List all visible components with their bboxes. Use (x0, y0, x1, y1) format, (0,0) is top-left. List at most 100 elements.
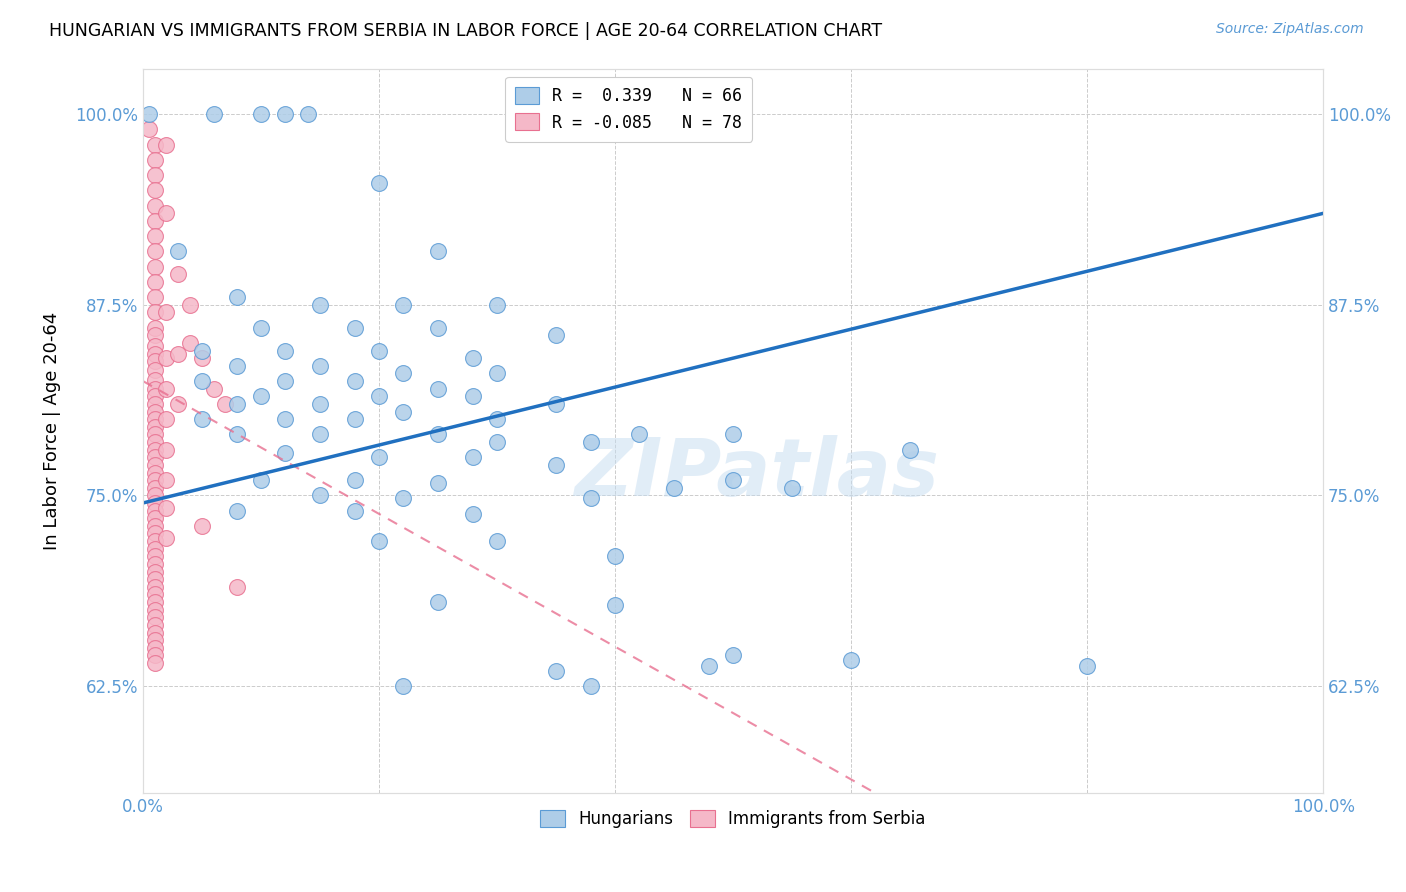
Point (581, 491, 603, 506)
Point (167, 244, 190, 259)
Point (143, 618, 166, 632)
Point (226, 359, 249, 373)
Point (839, 653, 862, 667)
Point (368, 534, 391, 549)
Point (143, 541, 166, 556)
Point (226, 427, 249, 442)
Point (143, 519, 166, 533)
Point (485, 534, 508, 549)
Point (143, 603, 166, 617)
Point (780, 801, 803, 815)
Point (143, 244, 166, 259)
Point (214, 397, 236, 411)
Point (344, 412, 367, 426)
Point (167, 268, 190, 282)
Point (226, 580, 249, 594)
Point (143, 275, 166, 289)
Point (391, 679, 413, 693)
Point (143, 354, 166, 368)
Point (485, 412, 508, 426)
Point (155, 382, 177, 396)
Point (143, 153, 166, 167)
Point (143, 656, 166, 670)
Point (143, 320, 166, 334)
Point (368, 176, 391, 190)
Point (309, 397, 332, 411)
Point (273, 107, 295, 121)
Point (143, 488, 166, 502)
Point (721, 648, 744, 663)
Point (143, 473, 166, 487)
Point (699, 659, 721, 673)
Point (344, 503, 367, 517)
Point (544, 397, 567, 411)
Point (226, 290, 249, 304)
Point (143, 363, 166, 377)
Point (391, 491, 413, 506)
Legend: Hungarians, Immigrants from Serbia: Hungarians, Immigrants from Serbia (533, 804, 932, 835)
Point (485, 367, 508, 381)
Y-axis label: In Labor Force | Age 20-64: In Labor Force | Age 20-64 (44, 311, 60, 549)
Point (202, 107, 225, 121)
Point (191, 412, 214, 426)
Point (202, 382, 225, 396)
Point (143, 458, 166, 472)
Point (309, 359, 332, 373)
Point (426, 595, 449, 609)
Point (463, 351, 485, 366)
Point (155, 531, 177, 545)
Point (167, 397, 190, 411)
Point (662, 481, 685, 495)
Point (250, 473, 273, 487)
Point (143, 412, 166, 426)
Point (155, 351, 177, 366)
Point (143, 610, 166, 624)
Point (143, 389, 166, 403)
Point (273, 412, 295, 426)
Point (721, 473, 744, 487)
Point (250, 389, 273, 403)
Point (138, 107, 160, 121)
Point (143, 372, 166, 386)
Point (143, 503, 166, 517)
Point (143, 640, 166, 655)
Point (143, 534, 166, 549)
Point (179, 335, 201, 350)
Point (167, 346, 190, 360)
Point (143, 633, 166, 648)
Point (143, 427, 166, 442)
Point (368, 389, 391, 403)
Point (297, 107, 319, 121)
Point (191, 343, 214, 358)
Point (138, 122, 160, 136)
Point (143, 137, 166, 152)
Point (721, 427, 744, 442)
Point (391, 367, 413, 381)
Point (191, 374, 214, 388)
Point (143, 466, 166, 480)
Point (426, 382, 449, 396)
Point (344, 473, 367, 487)
Point (250, 107, 273, 121)
Point (309, 298, 332, 312)
Point (143, 549, 166, 564)
Point (485, 298, 508, 312)
Point (143, 565, 166, 579)
Point (368, 343, 391, 358)
Point (344, 320, 367, 334)
Point (426, 320, 449, 334)
Point (485, 435, 508, 450)
Point (143, 346, 166, 360)
Point (898, 442, 921, 457)
Point (143, 404, 166, 418)
Point (143, 587, 166, 601)
Point (143, 595, 166, 609)
Point (603, 549, 626, 564)
Text: Source: ZipAtlas.com: Source: ZipAtlas.com (1216, 22, 1364, 37)
Point (780, 481, 803, 495)
Point (273, 374, 295, 388)
Point (155, 206, 177, 220)
Point (309, 488, 332, 502)
Point (155, 137, 177, 152)
Point (143, 328, 166, 343)
